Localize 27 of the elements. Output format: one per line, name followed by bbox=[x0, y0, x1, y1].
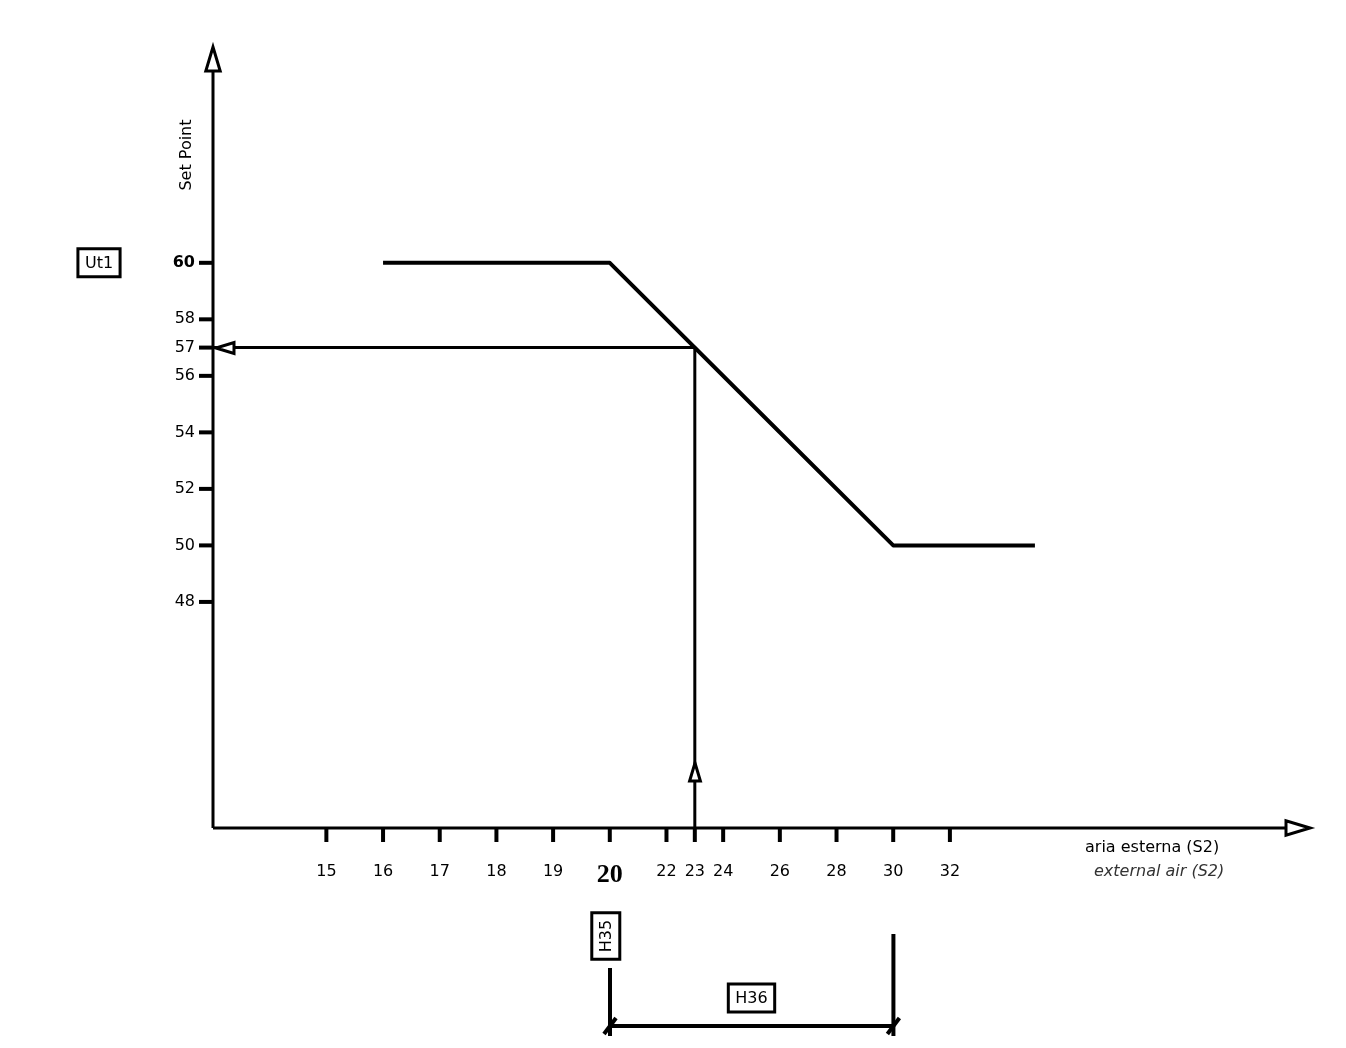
x-axis-title: aria esterna (S2) bbox=[1085, 837, 1220, 857]
text: external air (S2) bbox=[1094, 861, 1225, 881]
annotation: H35 bbox=[595, 919, 615, 953]
x-tick-label: 24 bbox=[712, 861, 734, 881]
text: Ut1 bbox=[84, 252, 114, 272]
y-tick-label: 60 bbox=[172, 251, 195, 271]
x-tick-label: 18 bbox=[486, 861, 507, 881]
y-tick-label: 54 bbox=[174, 421, 195, 441]
x-tick-label: 16 bbox=[372, 861, 394, 881]
y-axis-title: Set Point bbox=[176, 119, 196, 191]
y-tick-label: 56 bbox=[174, 365, 195, 385]
x-tick-label: 20 bbox=[596, 858, 623, 888]
x-tick-label: 26 bbox=[769, 861, 791, 881]
x-tick-label: 32 bbox=[939, 861, 961, 881]
x-tick-label: 30 bbox=[883, 861, 904, 881]
x-tick-label: 22 bbox=[656, 861, 677, 881]
y-tick-label: 57 bbox=[174, 336, 195, 356]
text: H36 bbox=[735, 988, 768, 1008]
x-tick-label: 19 bbox=[542, 861, 564, 881]
x-tick-label: 28 bbox=[826, 861, 847, 881]
x-tick-label: 23 bbox=[684, 861, 705, 881]
x-tick-label: 15 bbox=[316, 861, 337, 881]
x-tick-label: 17 bbox=[429, 861, 450, 881]
y-tick-label: 50 bbox=[174, 534, 195, 554]
y-tick-label: 58 bbox=[174, 308, 195, 328]
y-tick-label: 48 bbox=[174, 591, 195, 611]
y-tick-label: 52 bbox=[174, 478, 195, 498]
